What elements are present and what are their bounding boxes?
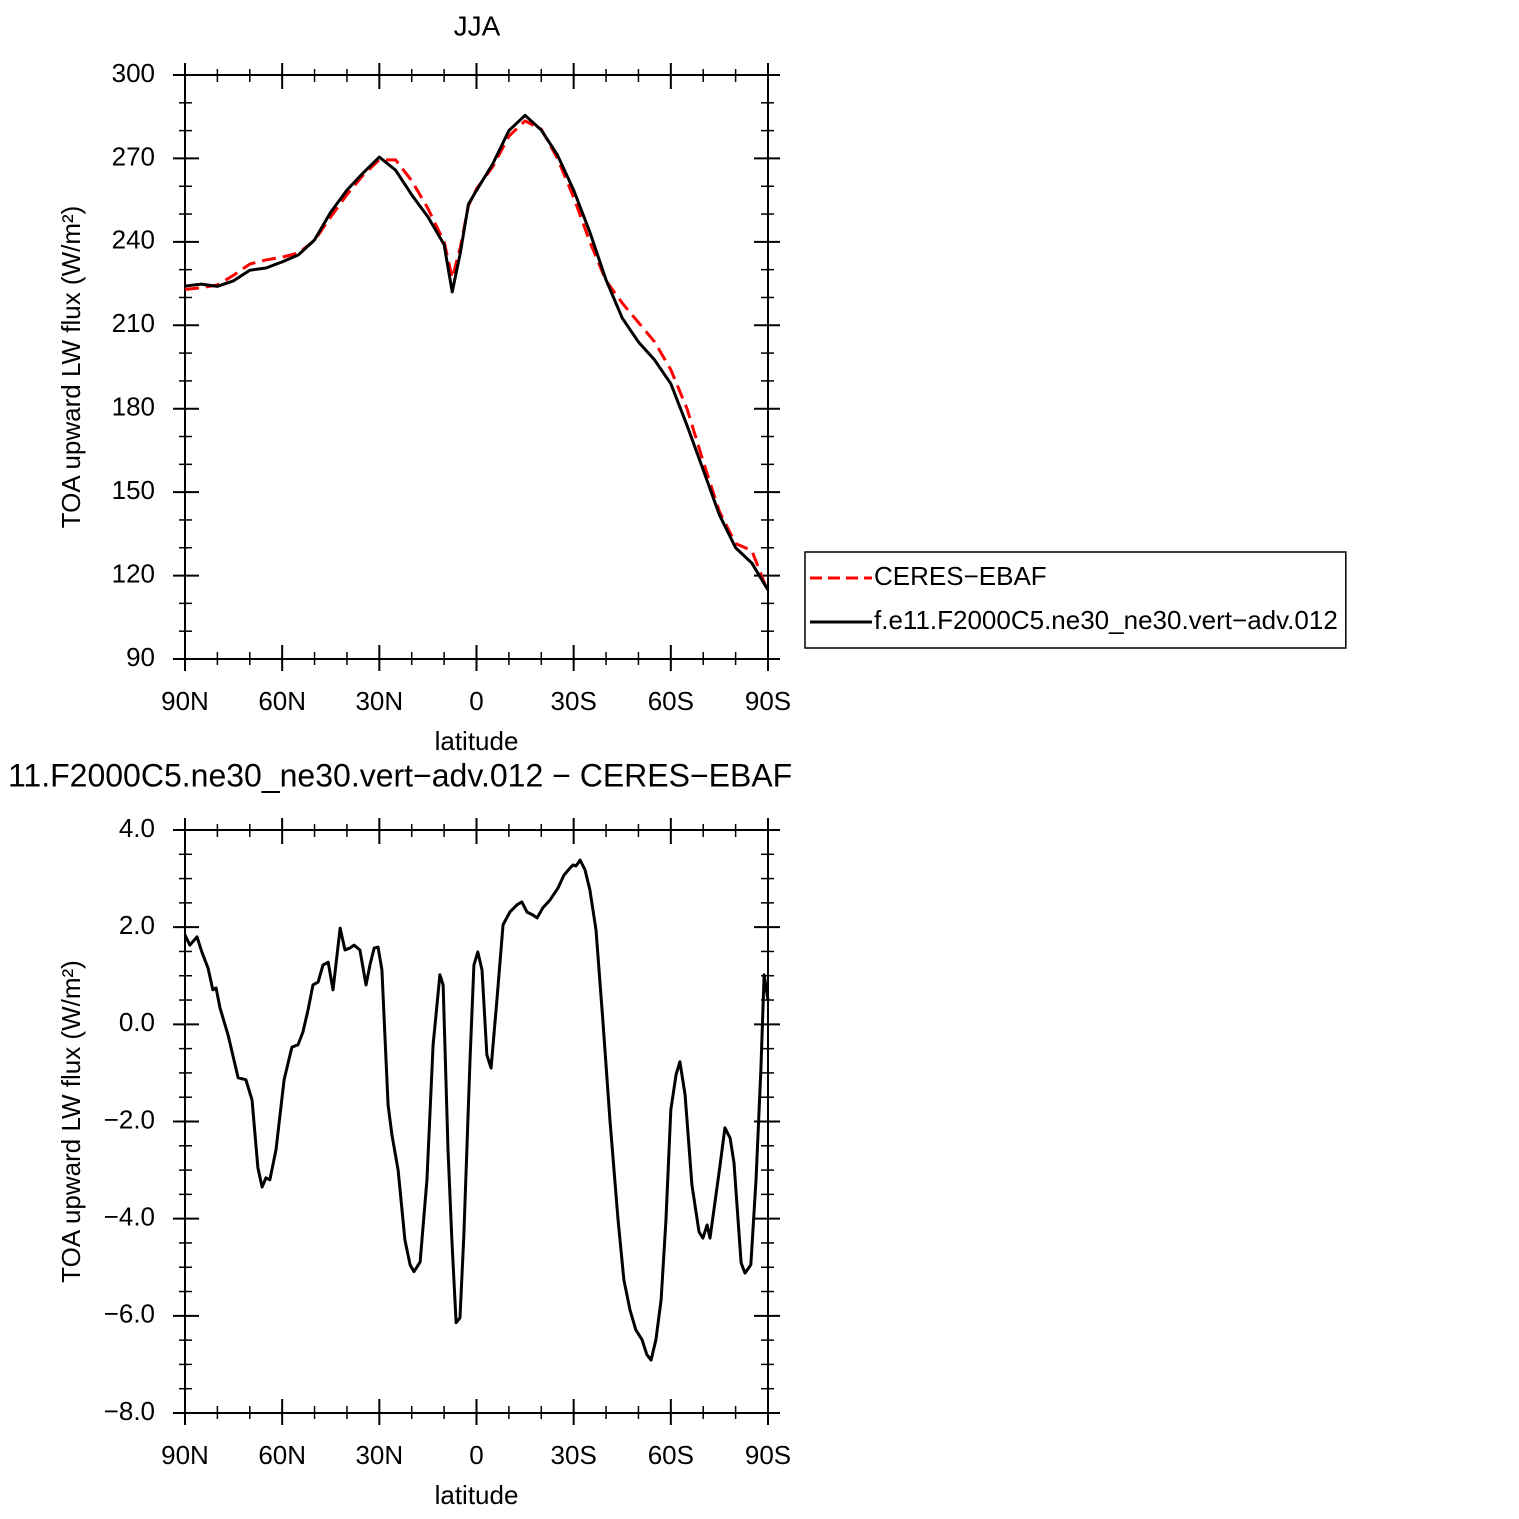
y-tick-label: −6.0 (104, 1299, 155, 1329)
x-tick-label: 60N (258, 686, 306, 716)
y-tick-label: 210 (112, 308, 155, 338)
y-tick-label: −4.0 (104, 1202, 155, 1232)
y-tick-label: 150 (112, 475, 155, 505)
panel: 11.F2000C5.ne30_ne30.vert−adv.012 − CERE… (8, 757, 792, 1509)
x-tick-label: 30N (355, 1440, 403, 1470)
x-tick-label: 60N (258, 1440, 306, 1470)
x-tick-label: 90N (161, 1440, 209, 1470)
data-line (184, 113, 770, 591)
y-tick-label: 0.0 (119, 1007, 155, 1037)
y-tick-label: −8.0 (104, 1396, 155, 1426)
y-tick-label: 4.0 (119, 813, 155, 843)
x-tick-label: 0 (469, 1440, 483, 1470)
y-tick-label: 90 (126, 642, 155, 672)
x-tick-label: 30S (551, 1440, 597, 1470)
x-tick-label: 60S (648, 1440, 694, 1470)
x-tick-label: 60S (648, 686, 694, 716)
plot-frame (184, 829, 769, 1414)
legend: CERES−EBAF f.e11.F2000C5.ne30_ne30.vert−a… (804, 551, 1347, 649)
plot-frame (184, 74, 769, 660)
panel: JJA 90 120 150 180 210 240 270 300 90N 60N 30N 0 30S 6… (56, 10, 1347, 756)
x-axis-label: latitude (435, 726, 519, 756)
y-axis-label: TOA upward LW flux (W/m²) (56, 960, 86, 1283)
x-tick-label: 90S (745, 1440, 791, 1470)
y-tick-label: 2.0 (119, 910, 155, 940)
y-tick-label: −2.0 (104, 1104, 155, 1134)
x-tick-label: 0 (469, 686, 483, 716)
y-tick-label: 180 (112, 392, 155, 422)
x-axis-label: latitude (435, 1480, 519, 1510)
y-axis-label: TOA upward LW flux (W/m²) (56, 206, 86, 529)
x-tick-label: 90S (745, 686, 791, 716)
y-tick-label: 300 (112, 58, 155, 88)
x-tick-label: 30S (551, 686, 597, 716)
y-tick-label: 270 (112, 141, 155, 171)
x-tick-label: 30N (355, 686, 403, 716)
legend-label: CERES−EBAF (874, 561, 1047, 591)
chart-title: 11.F2000C5.ne30_ne30.vert−adv.012 − CERE… (8, 757, 792, 793)
x-tick-label: 90N (161, 686, 209, 716)
y-tick-label: 240 (112, 225, 155, 255)
legend-box (804, 551, 1347, 649)
data-line (183, 858, 770, 1362)
y-tick-label: 120 (112, 558, 155, 588)
chart-title: JJA (454, 10, 501, 41)
legend-label: f.e11.F2000C5.ne30_ne30.vert−adv.012 (874, 605, 1338, 635)
